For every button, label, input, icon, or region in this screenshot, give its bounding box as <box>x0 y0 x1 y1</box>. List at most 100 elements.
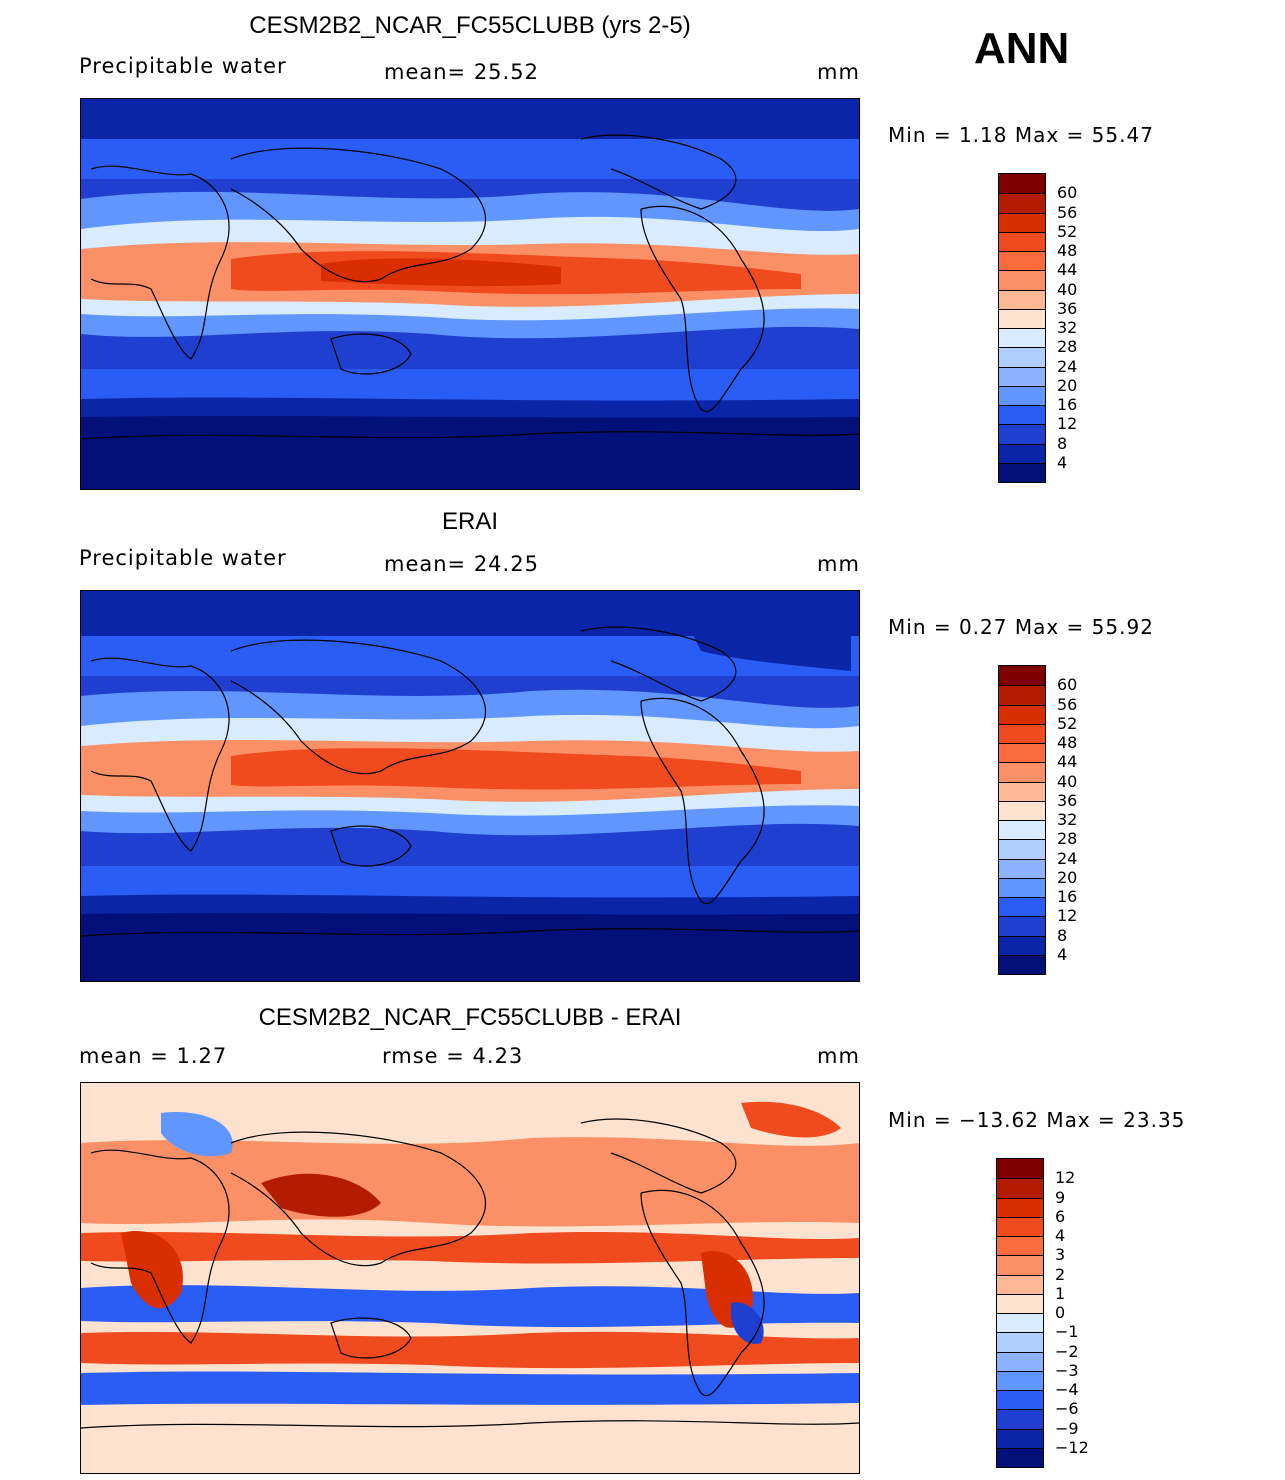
colorbar-segment <box>999 935 1045 955</box>
colorbar-segment <box>999 347 1045 367</box>
colorbar-segment <box>999 897 1045 917</box>
colorbar-tick-label: 28 <box>1057 829 1078 849</box>
panel-1-map-graphic <box>81 99 859 489</box>
colorbar-tick-label: 40 <box>1057 771 1078 791</box>
panel-2-variable-label: Precipitable water <box>79 546 287 570</box>
colorbar-tick-label: 52 <box>1057 713 1078 733</box>
panel-1-variable-label: Precipitable water <box>79 54 287 78</box>
colorbar-tick-label: 16 <box>1057 395 1078 414</box>
colorbar-tick-label: 36 <box>1057 298 1078 318</box>
colorbar-segment <box>997 1313 1043 1333</box>
panel-3-mean: mean = 1.27 <box>79 1044 228 1068</box>
colorbar-tick-label: 4 <box>1057 452 1068 472</box>
colorbar-tick-label: 1 <box>1055 1283 1066 1303</box>
colorbar-tick-label: 4 <box>1057 944 1068 964</box>
colorbar-tick-label: 32 <box>1057 318 1078 337</box>
colorbar-segment <box>999 916 1045 936</box>
colorbar-segment <box>999 443 1045 463</box>
colorbar-segment <box>999 405 1045 425</box>
colorbar-tick-label: 20 <box>1057 867 1078 887</box>
colorbar-segment <box>999 328 1045 348</box>
colorbar-tick-label: 24 <box>1057 848 1078 868</box>
colorbar-tick-label: 52 <box>1057 221 1078 241</box>
panel-2-mean: mean= 24.25 <box>384 552 539 576</box>
colorbar-tick-label: −2 <box>1055 1341 1079 1361</box>
colorbar-segment <box>999 174 1045 194</box>
colorbar-segment <box>997 1390 1043 1410</box>
colorbar-segment <box>997 1351 1043 1371</box>
colorbar-tick-label: 32 <box>1057 810 1078 829</box>
colorbar-segment <box>999 366 1045 386</box>
panel-3-minmax: Min = −13.62 Max = 23.35 <box>888 1108 1186 1132</box>
colorbar-tick-label: 2 <box>1055 1264 1066 1284</box>
colorbar-segment <box>997 1370 1043 1390</box>
season-label: ANN <box>974 24 1070 73</box>
colorbar-segment <box>999 231 1045 251</box>
panel-1-title: CESM2B2_NCAR_FC55CLUBB (yrs 2-5) <box>249 12 691 39</box>
colorbar-segment <box>999 839 1045 859</box>
panel-2-units: mm <box>817 552 860 576</box>
colorbar-segment <box>999 193 1045 213</box>
colorbar-segment <box>999 858 1045 878</box>
colorbar-tick-label: 6 <box>1055 1206 1066 1226</box>
colorbar-segment <box>999 270 1045 290</box>
colorbar-tick-label: 8 <box>1057 925 1068 945</box>
colorbar-segment <box>999 308 1045 328</box>
colorbar-tick-label: 12 <box>1055 1168 1076 1188</box>
colorbar-tick-label: 40 <box>1057 279 1078 299</box>
panel-1-units: mm <box>817 60 860 84</box>
colorbar-tick-label: −4 <box>1055 1380 1079 1399</box>
panel-1-minmax: Min = 1.18 Max = 55.47 <box>888 123 1154 147</box>
colorbar-tick-label: 44 <box>1057 752 1078 772</box>
colorbar-segment <box>999 820 1045 840</box>
colorbar-segment <box>999 289 1045 309</box>
colorbar-tick-label: 44 <box>1057 260 1078 280</box>
colorbar-tick-label: −3 <box>1055 1360 1079 1380</box>
colorbar-tick-label: 36 <box>1057 790 1078 810</box>
colorbar-tick-label: 8 <box>1057 433 1068 453</box>
colorbar-segment <box>999 954 1045 974</box>
colorbar-tick-label: 4 <box>1055 1226 1066 1245</box>
panel-2-map <box>80 590 860 982</box>
colorbar-tick-label: 56 <box>1057 694 1078 714</box>
colorbar-segment <box>999 385 1045 405</box>
colorbar-segment <box>997 1178 1043 1198</box>
colorbar-segment <box>997 1255 1043 1275</box>
colorbar-segment <box>997 1332 1043 1352</box>
colorbar-segment <box>999 781 1045 801</box>
colorbar-segment <box>997 1428 1043 1448</box>
panel-2-title: ERAI <box>441 508 498 535</box>
colorbar-tick-label: 12 <box>1057 906 1078 926</box>
colorbar-tick-label: −12 <box>1055 1437 1089 1457</box>
colorbar-tick-label: 24 <box>1057 356 1078 376</box>
panel-3-map <box>80 1082 860 1474</box>
colorbar-segment <box>999 212 1045 232</box>
colorbar-segment <box>999 666 1045 686</box>
colorbar-tick-label: 28 <box>1057 337 1078 357</box>
colorbar-tick-label: −6 <box>1055 1399 1079 1419</box>
panel-3-map-graphic <box>81 1083 859 1473</box>
colorbar-segment <box>997 1447 1043 1467</box>
colorbar-segment <box>999 800 1045 820</box>
colorbar-segment <box>999 762 1045 782</box>
colorbar-tick-label: 48 <box>1057 241 1078 260</box>
colorbar-tick-label: −1 <box>1055 1322 1079 1342</box>
colorbar-segment <box>999 723 1045 743</box>
colorbar-tick-label: 48 <box>1057 733 1078 752</box>
colorbar-tick-label: 60 <box>1057 183 1078 203</box>
panel-3-rmse: rmse = 4.23 <box>382 1044 524 1068</box>
colorbar-segment <box>999 424 1045 444</box>
panel-3-title: CESM2B2_NCAR_FC55CLUBB - ERAI <box>258 1004 682 1031</box>
colorbar-tick-label: 20 <box>1057 375 1078 395</box>
colorbar-tick-label: 3 <box>1055 1245 1066 1265</box>
panel-2-map-graphic <box>81 591 859 981</box>
panel-3-units: mm <box>817 1044 860 1068</box>
panel-1-mean: mean= 25.52 <box>384 60 539 84</box>
colorbar-segment <box>997 1293 1043 1313</box>
colorbar-segment <box>997 1159 1043 1179</box>
colorbar-segment <box>999 877 1045 897</box>
colorbar-segment <box>999 462 1045 482</box>
colorbar-tick-label: 56 <box>1057 202 1078 222</box>
colorbar-tick-label: −9 <box>1055 1418 1079 1438</box>
colorbar-segment <box>999 685 1045 705</box>
